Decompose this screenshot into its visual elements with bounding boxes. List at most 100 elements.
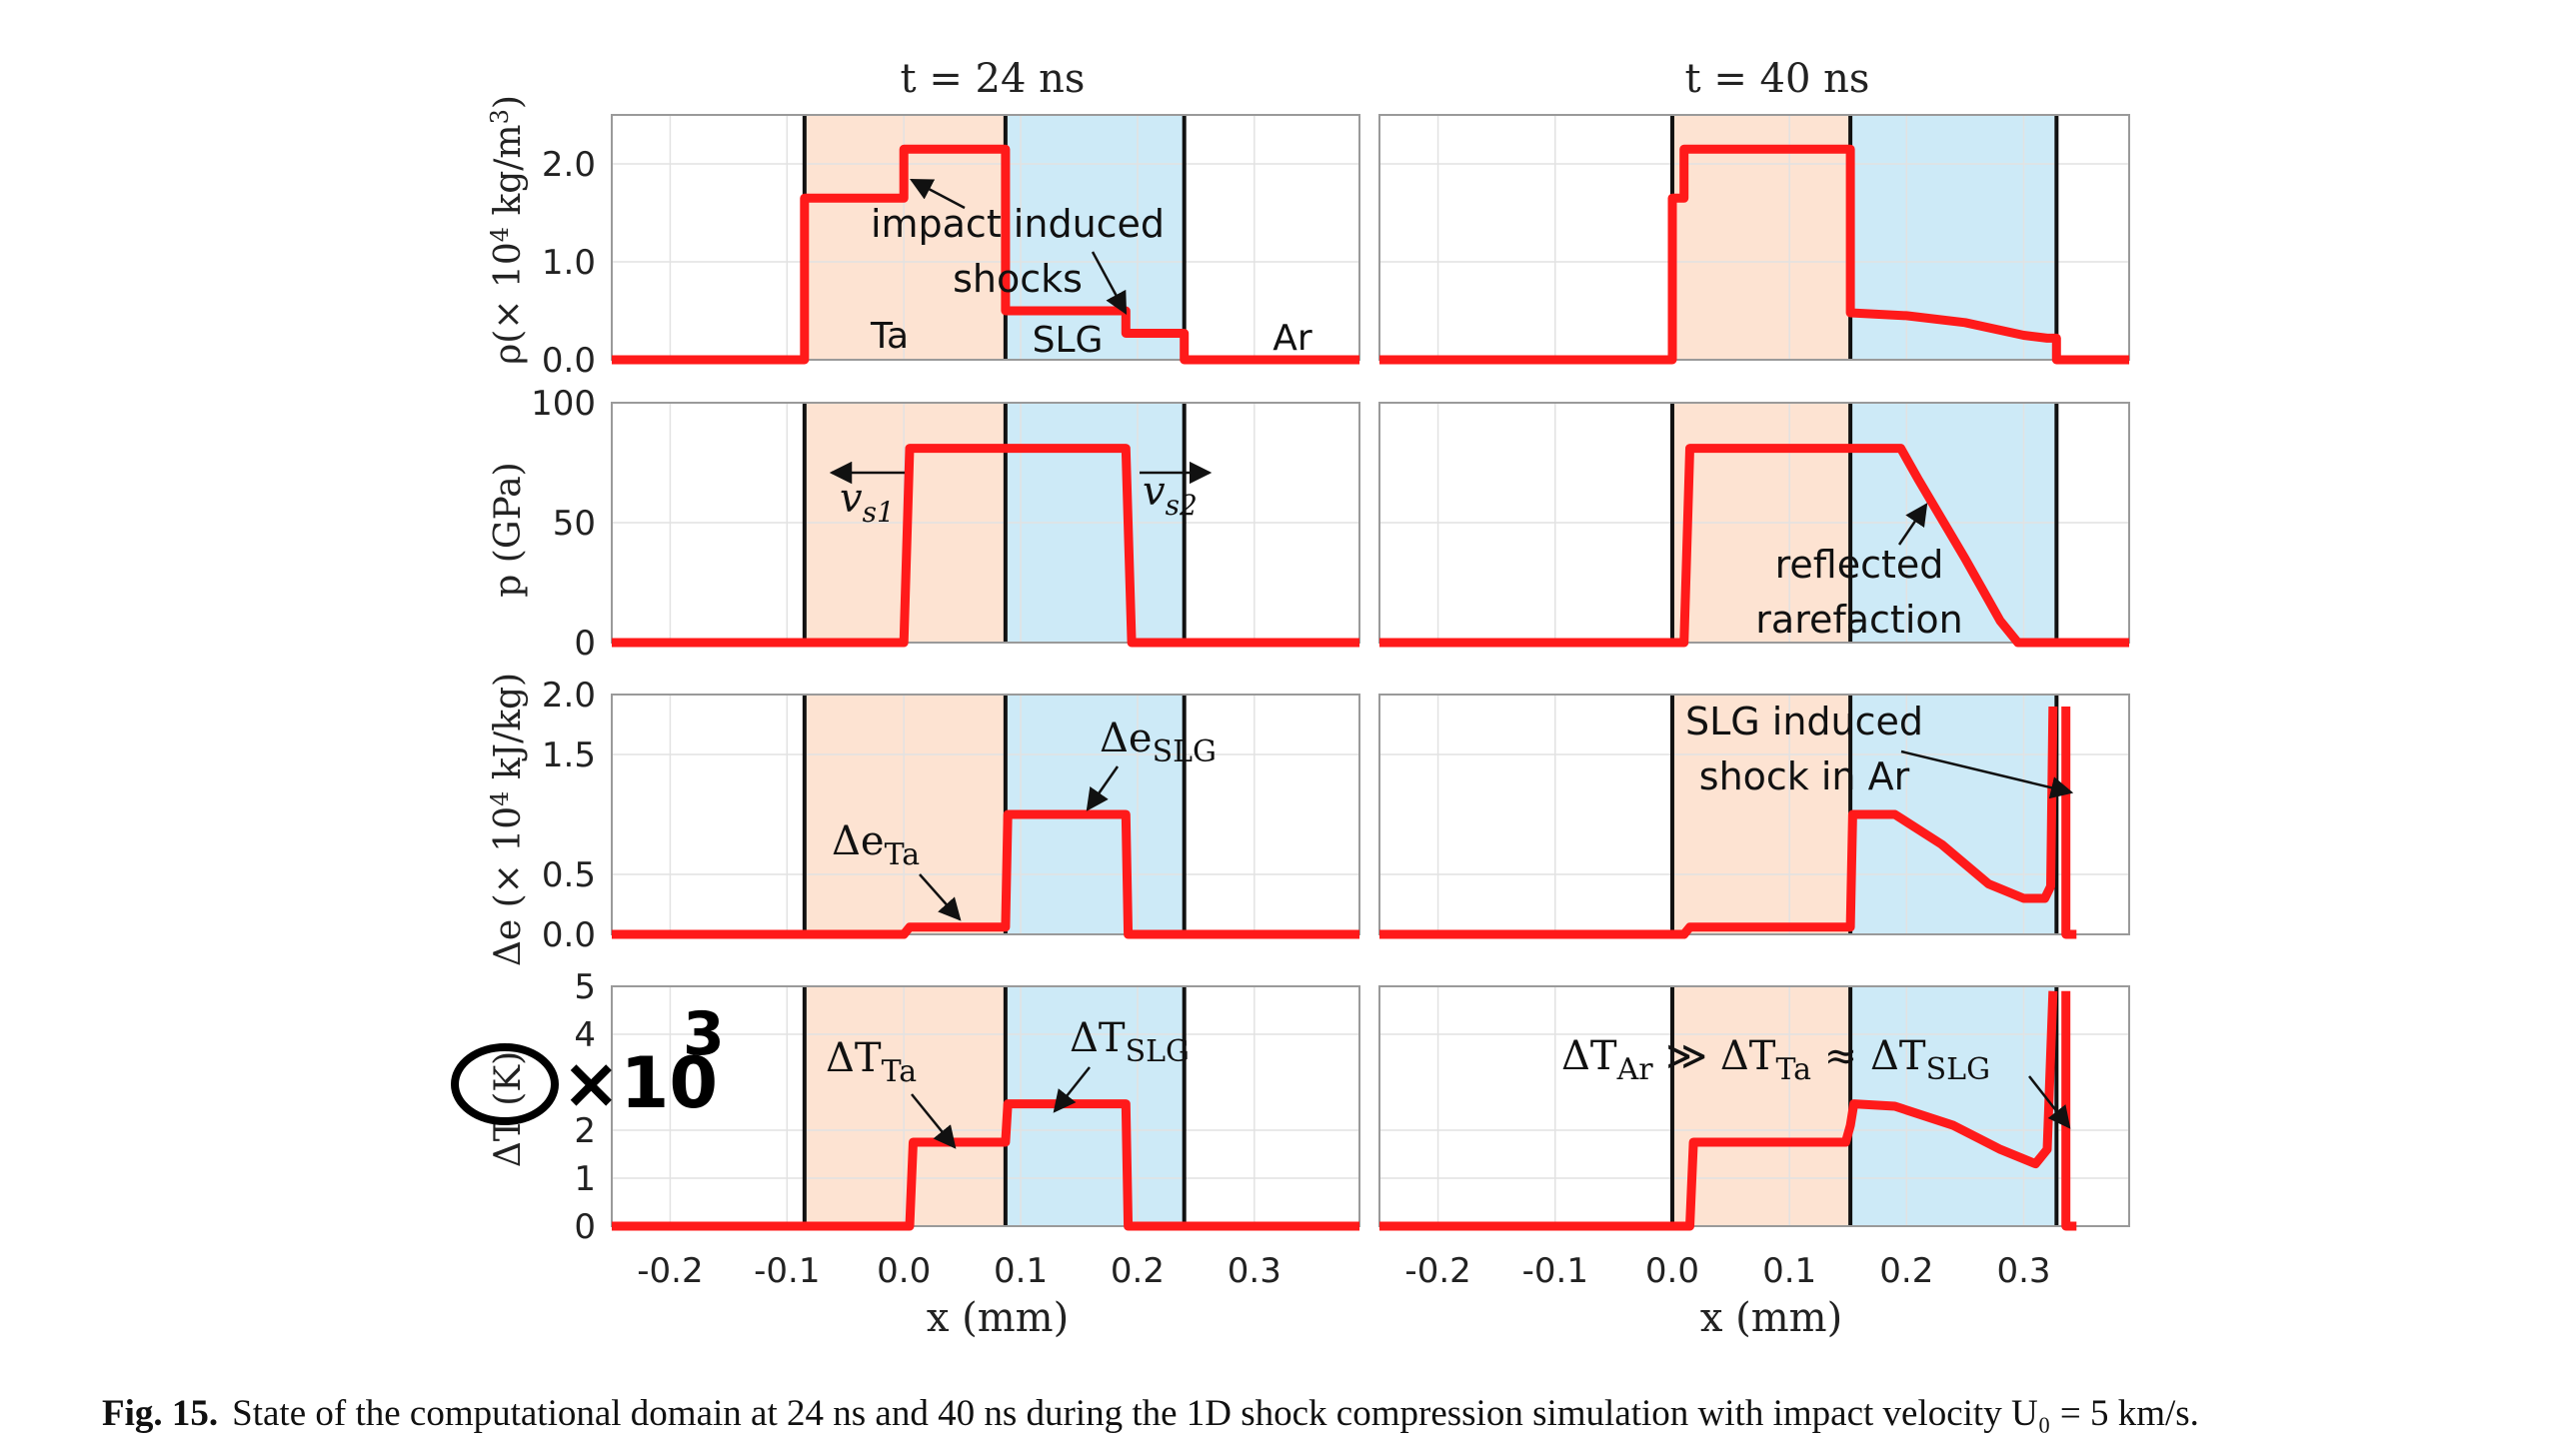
column-title-24ns: t = 24 ns xyxy=(901,56,1086,102)
y-tick-label: 4 xyxy=(574,1015,596,1055)
x-tick-label: 0.2 xyxy=(1111,1251,1165,1291)
annotation-rarefaction: rarefaction xyxy=(1755,598,1962,642)
label-dt-slg: ΔTSLG xyxy=(1070,1015,1190,1069)
y-tick-label: 0 xyxy=(574,624,596,664)
series-line xyxy=(2061,990,2077,1231)
panel-3-2 xyxy=(1378,694,2130,939)
y-tick-label: 0.0 xyxy=(542,915,596,955)
x-tick-label: 0.0 xyxy=(1645,1251,1699,1291)
series-line xyxy=(1379,144,2129,365)
series-line xyxy=(612,1099,1359,1231)
row-label-density: ρ(× 104 kg/m3) xyxy=(486,95,529,365)
region-ta xyxy=(804,695,1006,934)
annotation-reflected: reflected xyxy=(1775,543,1944,587)
annotation-shocks: shocks xyxy=(953,257,1083,301)
row-label-pressure: p (GPa) xyxy=(488,462,529,597)
handwritten-annotation: ×10 3 xyxy=(451,999,725,1125)
column-title-40ns: t = 40 ns xyxy=(1685,56,1870,102)
x-tick-label: -0.2 xyxy=(1404,1251,1470,1291)
y-tick-label: 1.0 xyxy=(542,243,596,283)
y-tick-label: 2.0 xyxy=(542,145,596,185)
y-tick-label: 0.0 xyxy=(542,341,596,381)
panel-2-1: 0 50 100 xyxy=(531,384,1360,664)
y-tick-label: 2 xyxy=(574,1111,596,1151)
label-temperature-relation: ΔTAr ≫ ΔTTa ≈ ΔTSLG xyxy=(1561,1033,1990,1087)
panel-frame xyxy=(1378,985,2130,1227)
arrow-de-slg xyxy=(1086,765,1120,811)
y-tick-label: 50 xyxy=(553,504,596,544)
label-de-ta: ΔeTa xyxy=(832,818,920,872)
region-ta xyxy=(1671,986,1851,1226)
x-axis-label-right: x (mm) xyxy=(1700,1295,1842,1341)
panel-3-1: 0.0 0.5 1.5 2.0 xyxy=(542,676,1360,955)
label-vs1: vs1 xyxy=(840,476,895,529)
series-line xyxy=(612,444,1359,648)
label-dt-ta: ΔTTa xyxy=(826,1035,917,1089)
handwritten-factor: ×10 xyxy=(562,1042,718,1124)
panel-frame xyxy=(611,114,1360,361)
y-tick-label: 100 xyxy=(531,384,596,424)
x-axis-label-left: x (mm) xyxy=(927,1295,1069,1341)
label-vs2: vs2 xyxy=(1143,469,1198,522)
arrow-dt-ta xyxy=(911,1093,957,1149)
annotations-temperature-40ns: ΔTAr ≫ ΔTTa ≈ ΔTSLG xyxy=(1561,1033,2071,1129)
region-ta xyxy=(1671,115,1851,360)
x-tick-label: 0.0 xyxy=(877,1251,931,1291)
y-tick-label: 1 xyxy=(574,1159,596,1199)
label-de-slg: ΔeSLG xyxy=(1100,716,1217,769)
panel-frame xyxy=(611,402,1360,644)
series-line xyxy=(612,809,1359,939)
x-tick-label: 0.1 xyxy=(1762,1251,1816,1291)
annotations-pressure-24ns: vs1 vs2 xyxy=(829,461,1213,529)
label-ar: Ar xyxy=(1273,318,1312,359)
region-ta xyxy=(804,986,1006,1226)
figure-caption: Fig. 15. State of the computational domai… xyxy=(102,1392,2531,1435)
x-tick-label: -0.1 xyxy=(1522,1251,1588,1291)
x-tick-label: 0.3 xyxy=(1228,1251,1282,1291)
panel-4-2 xyxy=(1378,985,2130,1231)
arrow-dt-slg xyxy=(1053,1066,1091,1113)
arrow-rarefaction xyxy=(1897,503,1928,546)
handwritten-exponent: 3 xyxy=(683,999,725,1069)
x-axis-group: -0.2 -0.1 0.0 0.1 0.2 0.3 -0.2 -0.1 0.0 0.1 0.2 0.3 xyxy=(637,1251,2050,1291)
series-line xyxy=(1379,990,2058,1231)
x-tick-label: 0.2 xyxy=(1879,1251,1933,1291)
panel-frame xyxy=(611,694,1360,935)
x-tick-label: -0.1 xyxy=(754,1251,820,1291)
annotations-temperature-24ns: ΔTSLG ΔTTa xyxy=(826,1015,1190,1149)
panel-1-1: 0.0 1.0 2.0 xyxy=(542,114,1360,381)
annotations-energy-24ns: ΔeSLG ΔeTa xyxy=(832,716,1217,921)
y-tick-label: 2.0 xyxy=(542,676,596,716)
panel-frame xyxy=(1378,694,2130,935)
label-slg: SLG xyxy=(1033,320,1104,361)
arrow-shock-in-ar xyxy=(1900,749,2074,799)
label-ta: Ta xyxy=(870,316,909,357)
panel-1-2 xyxy=(1378,114,2130,365)
arrow-impact-shock-1 xyxy=(910,178,966,210)
y-tick-label: 5 xyxy=(574,967,596,1007)
series-line xyxy=(1379,706,2058,939)
region-ta xyxy=(1671,695,1851,934)
y-tick-label: 0 xyxy=(574,1207,596,1247)
caption-label: Fig. 15. xyxy=(102,1393,219,1434)
panel-2-2 xyxy=(1378,402,2130,648)
row-label-energy: Δe (× 104 kJ/kg) xyxy=(486,673,529,966)
caption-text: State of the computational domain at 24 … xyxy=(232,1393,2199,1434)
arrow-impact-shock-2 xyxy=(1091,251,1128,315)
panel-4-1: 0 1 2 4 5 xyxy=(574,967,1360,1247)
x-tick-label: 0.1 xyxy=(994,1251,1048,1291)
handwritten-circle xyxy=(451,1043,559,1125)
annotations-density-24ns: impact induced shocks Ta SLG Ar xyxy=(870,178,1312,361)
annotation-slg-induced: SLG induced xyxy=(1685,700,1923,743)
panel-frame xyxy=(1378,114,2130,361)
annotations-pressure-40ns: reflected rarefaction xyxy=(1755,503,1963,642)
y-tick-label: 0.5 xyxy=(542,855,596,895)
series-line xyxy=(612,144,1359,365)
arrow-de-ta xyxy=(919,873,962,921)
panel-frame xyxy=(611,985,1360,1227)
region-slg xyxy=(1005,115,1185,360)
x-tick-label: 0.3 xyxy=(1996,1251,2050,1291)
annotation-shock-in-ar: shock in Ar xyxy=(1699,754,1910,798)
arrow-temperature-relation xyxy=(2028,1075,2071,1129)
